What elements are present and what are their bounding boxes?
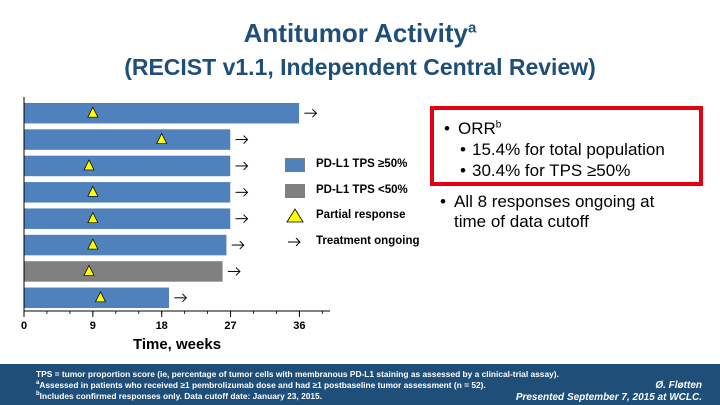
presenter-name: Ø. Fløtten <box>655 380 702 391</box>
ongoing-arrow-3 <box>235 161 249 171</box>
legend-swatch-blue <box>285 158 305 172</box>
orr-footnote-mark: b <box>495 119 502 131</box>
presentation-date: Presented September 7, 2015 at WCLC. <box>515 392 702 403</box>
ongoing-arrow-6 <box>231 240 245 250</box>
ongoing-arrow-8 <box>174 293 188 303</box>
x-tick-label-9: 9 <box>90 320 96 332</box>
partial-response-marker-8 <box>94 291 107 303</box>
ongoing-arrow-5 <box>235 214 249 224</box>
footnote-a-mark: a <box>36 380 40 387</box>
orr-bullet: ORRb <box>444 119 502 139</box>
x-axis-label: Time, weeks <box>133 336 221 353</box>
x-tick-label-0: 0 <box>21 320 27 332</box>
ongoing-arrow-head-5 <box>243 214 249 224</box>
bar-8 <box>23 286 170 309</box>
footnote-b-text: Includes confirmed responses only. Data … <box>39 391 323 401</box>
slide-title-text: Antitumor Activity <box>243 18 469 48</box>
slide-subtitle: (RECIST v1.1, Independent Central Review… <box>124 54 596 80</box>
bar-5 <box>23 207 231 230</box>
ongoing-arrow-head-8 <box>181 293 188 303</box>
ongoing-arrow-head-6 <box>239 240 245 250</box>
legend-label-partial-response: Partial response <box>316 209 406 221</box>
orr-tps-bullet: 30.4% for TPS ≥50% <box>460 161 630 181</box>
ongoing-arrow-1 <box>304 108 318 118</box>
slide-title: Antitumor Activitya <box>0 18 720 49</box>
ongoing-arrow-head-2 <box>243 135 249 144</box>
partial-response-marker-6 <box>87 238 99 250</box>
partial-response-marker-3 <box>83 159 95 171</box>
x-tick-label-36: 36 <box>293 320 305 332</box>
x-tick-label-27: 27 <box>224 320 236 332</box>
legend-label-tps-high: PD-L1 TPS ≥50% <box>316 158 408 170</box>
ongoing-arrow-head-1 <box>312 108 318 118</box>
partial-response-marker-4 <box>87 185 99 197</box>
slide-title-footnote-mark: a <box>468 19 477 37</box>
partial-response-marker-2 <box>156 132 168 144</box>
footnote-b-mark: b <box>36 391 40 398</box>
arrow-right-icon <box>288 237 301 247</box>
bar-6 <box>23 234 228 256</box>
responses-ongoing-bullet: All 8 responses ongoing at time of data … <box>440 192 655 232</box>
swimmer-plot: 0 9 18 27 36 Time, weeks <box>21 97 330 353</box>
axes-layer: 0 9 18 27 36 Time, weeks <box>21 97 330 353</box>
orr-label: ORR <box>458 119 496 138</box>
bar-3 <box>23 155 231 177</box>
bar-4 <box>23 181 231 204</box>
legend-label-treatment-ongoing: Treatment ongoing <box>316 235 420 247</box>
partial-response-marker-7 <box>83 264 95 276</box>
footnote-b: bIncludes confirmed responses only. Data… <box>36 391 322 401</box>
ongoing-arrow-4 <box>235 187 249 197</box>
footnote-tps: TPS = tumor proportion score (ie, percen… <box>36 369 559 379</box>
ongoing-arrow-head-7 <box>235 267 241 276</box>
responses-ongoing-line1: All 8 responses ongoing at <box>454 192 655 211</box>
responses-ongoing-line2: time of data cutoff <box>454 212 589 231</box>
ongoing-arrow-head-3 <box>243 161 249 171</box>
x-tick-label-18: 18 <box>156 320 168 332</box>
ongoing-arrow-2 <box>235 135 249 144</box>
orr-highlight-box: ORRb 15.4% for total population 30.4% fo… <box>430 106 703 186</box>
bar-7 <box>23 260 224 283</box>
bar-2 <box>23 128 231 151</box>
triangle-icon <box>286 208 304 223</box>
ongoing-arrow-7 <box>227 267 241 276</box>
bars-layer <box>23 102 318 309</box>
legend-swatch-gray <box>285 184 305 198</box>
partial-response-marker-5 <box>87 211 99 224</box>
footnote-a: aAssessed in patients who received ≥1 pe… <box>36 380 486 390</box>
legend-label-tps-low: PD-L1 TPS <50% <box>316 184 408 196</box>
footnote-a-text: Assessed in patients who received ≥1 pem… <box>39 380 486 390</box>
footer-bar: TPS = tumor proportion score (ie, percen… <box>0 364 720 405</box>
partial-response-marker-1 <box>87 106 99 118</box>
orr-total-bullet: 15.4% for total population <box>460 140 665 160</box>
bar-1 <box>23 102 300 125</box>
ongoing-arrow-head-4 <box>243 187 249 197</box>
